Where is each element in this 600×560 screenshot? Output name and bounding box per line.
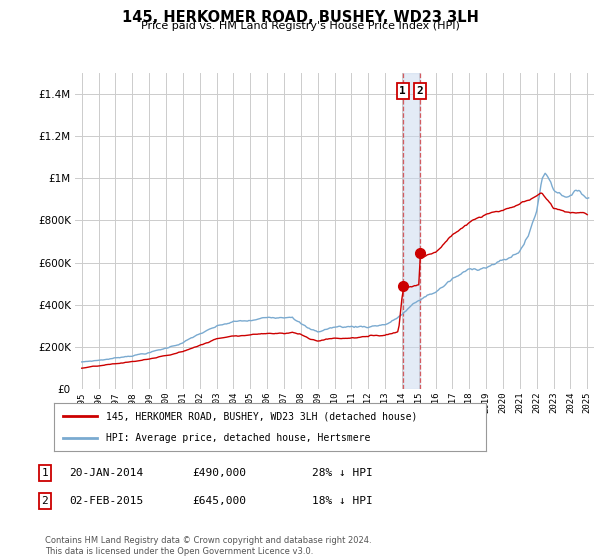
Text: 2: 2 <box>417 86 424 96</box>
Bar <box>403 73 420 389</box>
Text: 1: 1 <box>41 468 49 478</box>
Text: 145, HERKOMER ROAD, BUSHEY, WD23 3LH (detached house): 145, HERKOMER ROAD, BUSHEY, WD23 3LH (de… <box>106 411 417 421</box>
Text: 20-JAN-2014: 20-JAN-2014 <box>69 468 143 478</box>
Text: 1: 1 <box>400 86 406 96</box>
Text: HPI: Average price, detached house, Hertsmere: HPI: Average price, detached house, Hert… <box>106 433 370 443</box>
Text: £490,000: £490,000 <box>192 468 246 478</box>
Text: 02-FEB-2015: 02-FEB-2015 <box>69 496 143 506</box>
Text: 145, HERKOMER ROAD, BUSHEY, WD23 3LH: 145, HERKOMER ROAD, BUSHEY, WD23 3LH <box>122 10 478 25</box>
Text: 2: 2 <box>41 496 49 506</box>
Text: Price paid vs. HM Land Registry's House Price Index (HPI): Price paid vs. HM Land Registry's House … <box>140 21 460 31</box>
Text: 18% ↓ HPI: 18% ↓ HPI <box>312 496 373 506</box>
Text: 28% ↓ HPI: 28% ↓ HPI <box>312 468 373 478</box>
Text: Contains HM Land Registry data © Crown copyright and database right 2024.
This d: Contains HM Land Registry data © Crown c… <box>45 536 371 556</box>
Text: £645,000: £645,000 <box>192 496 246 506</box>
